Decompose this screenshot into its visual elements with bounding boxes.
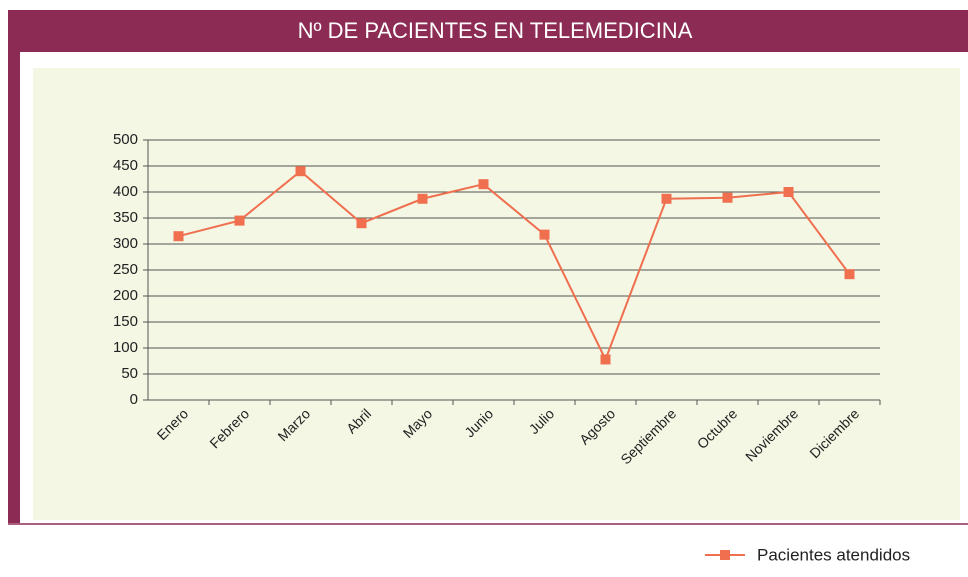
marker bbox=[844, 269, 855, 280]
legend-label: Pacientes atendidos bbox=[757, 545, 910, 564]
chart-title: Nº DE PACIENTES EN TELEMEDICINA bbox=[298, 18, 693, 43]
series-line bbox=[178, 169, 851, 362]
y-tick-label: 100 bbox=[113, 339, 138, 356]
marker bbox=[722, 192, 733, 203]
y-tick-label: 350 bbox=[113, 209, 138, 226]
marker bbox=[356, 218, 367, 229]
marker bbox=[539, 229, 550, 240]
y-tick-label: 50 bbox=[121, 365, 138, 382]
y-tick-label: 150 bbox=[113, 313, 138, 330]
y-tick-label: 400 bbox=[113, 183, 138, 200]
y-tick-label: 250 bbox=[113, 261, 138, 278]
y-tick-label: 200 bbox=[113, 287, 138, 304]
marker bbox=[783, 187, 794, 197]
plot-panel bbox=[33, 68, 960, 520]
marker bbox=[600, 354, 611, 365]
marker bbox=[478, 179, 489, 190]
marker bbox=[661, 193, 672, 204]
marker bbox=[173, 231, 184, 242]
marker bbox=[417, 193, 428, 204]
y-tick-label: 300 bbox=[113, 235, 138, 252]
marker bbox=[234, 215, 245, 226]
y-tick-label: 500 bbox=[113, 131, 138, 148]
y-tick-label: 450 bbox=[113, 157, 138, 174]
marker bbox=[295, 166, 306, 177]
legend-marker bbox=[720, 550, 730, 560]
y-tick-label: 0 bbox=[130, 391, 138, 408]
